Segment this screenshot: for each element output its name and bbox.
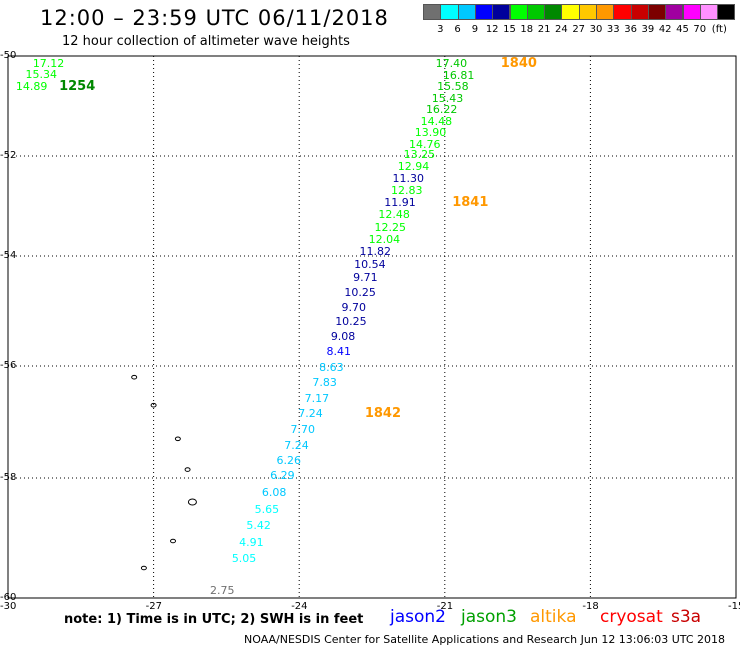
wave-height-value: 10.25 <box>335 314 367 328</box>
wave-height-value: 7.17 <box>304 391 330 405</box>
legend-tick-label: 18 <box>520 24 534 35</box>
wave-height-value: 7.70 <box>290 422 316 436</box>
satellite-name: s3a <box>671 607 702 627</box>
wave-height-value: 6.29 <box>270 469 295 483</box>
legend-tick-label: 6 <box>454 24 461 35</box>
wave-height-value: 16.81 <box>442 68 475 82</box>
wave-height-value: 4.91 <box>239 536 264 550</box>
x-axis-tick-label: -27 <box>145 601 162 612</box>
wave-height-value: 13.25 <box>403 148 436 161</box>
wave-height-value: 11.82 <box>359 245 391 258</box>
wave-height-value: 11.30 <box>392 172 424 185</box>
legend-tick-label: 39 <box>641 24 655 35</box>
legend-swatch <box>717 4 736 20</box>
island-outline <box>131 374 138 380</box>
wave-height-value: 12.94 <box>397 159 430 173</box>
wave-height-value: 15.34 <box>25 68 58 81</box>
satellite-name: jason2 <box>390 607 446 627</box>
wave-height-value: 14.48 <box>420 114 453 128</box>
legend-tick-label: 36 <box>624 24 637 35</box>
wave-height-value: 8.63 <box>319 360 344 374</box>
wave-height-value: 6.26 <box>276 453 301 467</box>
legend-tick-label: 27 <box>572 24 586 35</box>
wave-height-value: 6.08 <box>261 485 287 499</box>
y-axis-tick-label: -60 <box>0 592 17 603</box>
legend-unit: (ft) <box>711 24 727 35</box>
wave-height-value: 7.24 <box>298 407 323 421</box>
legend-tick-label: 30 <box>589 24 603 35</box>
wave-height-value: 5.65 <box>254 502 280 516</box>
wave-height-value: 17.40 <box>435 56 468 70</box>
x-axis-tick-label: -15 <box>728 601 740 612</box>
legend-tick-label: 12 <box>485 24 499 35</box>
wave-height-value: 5.42 <box>246 519 271 533</box>
wave-height-value: 10.25 <box>344 286 376 300</box>
orbit-number: 1840 <box>500 55 537 71</box>
wave-height-value: 10.54 <box>354 257 386 271</box>
legend-tick-label: 42 <box>658 24 672 35</box>
orbit-number: 1841 <box>452 195 489 210</box>
wave-height-value: 16.22 <box>425 103 458 116</box>
legend-tick-label: 45 <box>676 24 689 35</box>
y-axis-tick-label: -56 <box>0 360 17 371</box>
wave-height-value: 12.83 <box>391 184 423 197</box>
satellite-name: altika <box>530 607 577 627</box>
wave-height-value: 12.48 <box>378 207 410 221</box>
wave-height-value: 14.76 <box>408 137 441 151</box>
satellite-name: jason3 <box>461 607 517 627</box>
wave-height-value: 12.04 <box>368 232 401 246</box>
x-axis-tick-label: -21 <box>436 601 454 612</box>
legend-tick-label: 33 <box>606 24 620 35</box>
wave-height-value: 7.24 <box>284 438 309 452</box>
map-frame <box>7 55 737 599</box>
legend-tick-label: 24 <box>555 24 568 35</box>
legend-tick-label: 15 <box>503 24 516 35</box>
wave-height-value: 9.70 <box>341 300 366 314</box>
x-axis-tick-label: -24 <box>291 601 308 612</box>
wave-height-value: 7.83 <box>312 376 337 390</box>
legend-tick-label: 21 <box>537 24 551 35</box>
island-outline <box>150 402 157 408</box>
island-outline <box>184 467 191 472</box>
page-title: 12:00 – 23:59 UTC 06/11/2018 <box>40 6 389 30</box>
page-subtitle: 12 hour collection of altimeter wave hei… <box>62 34 350 49</box>
island-outline <box>140 565 147 571</box>
legend-tick-label: 70 <box>693 24 707 35</box>
x-axis-tick-label: -30 <box>0 601 17 612</box>
wave-height-value: 2.75 <box>209 583 235 597</box>
wave-height-value: 5.05 <box>231 552 257 566</box>
island-outline <box>174 436 181 442</box>
wave-height-value: 13.90 <box>414 126 447 139</box>
wave-height-value: 17.12 <box>32 56 65 70</box>
island-outline <box>170 538 177 544</box>
y-axis-tick-label: -52 <box>0 150 17 161</box>
wave-height-value: 14.89 <box>15 79 48 93</box>
y-axis-tick-label: -50 <box>0 50 17 61</box>
legend-tick-label: 9 <box>471 24 479 35</box>
orbit-number: 1254 <box>59 78 96 94</box>
y-axis-tick-label: -58 <box>0 472 17 483</box>
x-axis-tick-label: -18 <box>582 601 599 612</box>
wave-height-value: 15.43 <box>431 91 464 105</box>
wave-height-value: 8.41 <box>326 345 351 359</box>
wave-height-value: 11.91 <box>384 196 416 209</box>
wave-height-value: 12.25 <box>374 220 407 234</box>
legend-tick-label: 3 <box>437 24 444 35</box>
wave-height-value: 9.08 <box>330 329 356 343</box>
orbit-number: 1842 <box>364 406 402 422</box>
wave-height-value: 15.58 <box>437 80 469 93</box>
footer-credit: NOAA/NESDIS Center for Satellite Applica… <box>244 633 726 646</box>
wave-height-value: 9.71 <box>353 271 378 285</box>
footer-note: note: 1) Time is in UTC; 2) SWH is in fe… <box>64 612 364 627</box>
satellite-name: cryosat <box>600 607 663 627</box>
island-outline <box>187 498 197 506</box>
y-axis-tick-label: -54 <box>0 250 17 261</box>
